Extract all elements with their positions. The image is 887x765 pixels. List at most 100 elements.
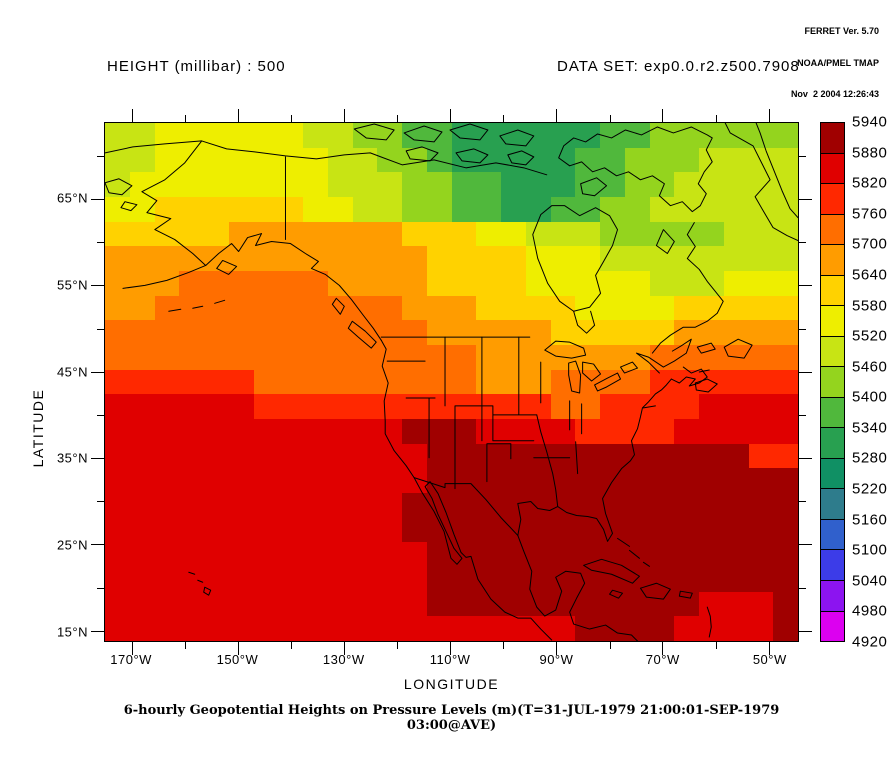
heat-cell	[773, 270, 798, 296]
tick-mark	[91, 285, 104, 287]
heat-cell	[550, 221, 576, 247]
heat-cell	[303, 418, 328, 444]
hudson-bay	[533, 206, 618, 312]
tick-mark	[91, 458, 104, 460]
anticosti-island	[697, 343, 715, 353]
heat-cell	[773, 320, 798, 345]
heat-cell	[204, 418, 229, 444]
heat-cell	[228, 542, 254, 567]
heat-cell	[228, 123, 254, 148]
heat-cell	[550, 468, 576, 493]
heat-cell	[575, 344, 600, 370]
heat-cell	[723, 468, 749, 493]
heat-cell	[105, 492, 130, 518]
heat-cell	[624, 468, 650, 493]
heat-cell	[179, 517, 204, 543]
tick-mark	[556, 109, 558, 122]
heat-cell	[377, 468, 402, 493]
heat-cell	[253, 270, 279, 296]
heat-cell	[129, 418, 155, 444]
heat-cell	[377, 591, 402, 617]
heat-cell	[204, 591, 229, 617]
heat-cell	[748, 591, 774, 617]
heat-cell	[649, 566, 675, 592]
heat-cell	[624, 221, 650, 247]
heat-cell	[451, 344, 477, 370]
heat-cell	[773, 591, 798, 617]
tick-mark	[91, 544, 104, 546]
heat-cell	[699, 369, 724, 395]
heat-cell	[550, 270, 576, 296]
heat-cell	[129, 517, 155, 543]
heat-cell	[773, 221, 798, 247]
heat-cell	[204, 616, 229, 641]
lake-ontario	[621, 362, 638, 373]
plot-caption: 6-hourly Geopotential Heights on Pressur…	[123, 703, 780, 733]
nova-scotia	[695, 379, 717, 392]
x-tick-label: 110°W	[429, 652, 471, 667]
heat-cell	[723, 591, 749, 617]
greenland-west-coast	[725, 123, 798, 241]
heat-cell	[105, 418, 130, 444]
heat-cell	[674, 394, 699, 419]
heat-cell	[278, 616, 303, 641]
heat-cell	[699, 418, 724, 444]
heat-cell	[723, 246, 749, 271]
heat-cell	[624, 616, 650, 641]
variable-title: HEIGHT (millibar) : 500	[107, 58, 286, 75]
heat-cell	[204, 394, 229, 419]
heat-cell	[303, 320, 328, 345]
hispaniola	[640, 583, 670, 599]
heat-cell	[303, 468, 328, 493]
heat-cell	[179, 492, 204, 518]
heat-cell	[377, 492, 402, 518]
heat-cell	[600, 196, 625, 222]
tick-mark	[344, 109, 346, 122]
heat-cell	[426, 418, 452, 444]
coastline-overlay	[105, 123, 798, 641]
heat-cell	[154, 616, 180, 641]
tick-mark	[132, 642, 134, 655]
heat-cell	[575, 443, 600, 469]
bahamas	[618, 538, 650, 566]
heat-cell	[377, 517, 402, 543]
heat-cell	[525, 616, 551, 641]
heat-cell	[501, 418, 526, 444]
heat-cell	[327, 123, 353, 148]
heat-cell	[105, 517, 130, 543]
heat-cell	[129, 246, 155, 271]
heat-cell	[501, 147, 526, 173]
heat-cell	[550, 616, 576, 641]
heat-cell	[773, 123, 798, 148]
heat-cell	[476, 468, 501, 493]
aleutian-islands	[169, 300, 225, 311]
heat-cell	[278, 591, 303, 617]
heat-cell	[204, 369, 229, 395]
colorbar-segment	[821, 396, 844, 428]
heat-cell	[204, 196, 229, 222]
heat-cell	[575, 221, 600, 247]
colorbar-segment	[821, 183, 844, 214]
heat-cell	[550, 566, 576, 592]
heat-cell	[129, 566, 155, 592]
heat-cell	[402, 517, 427, 543]
arctic-island-2	[404, 126, 442, 142]
heat-cell	[624, 123, 650, 148]
heat-cell	[426, 246, 452, 271]
heat-cell	[723, 443, 749, 469]
y-tick-label: 55°N	[56, 277, 88, 293]
haida-gwaii	[332, 298, 344, 314]
heat-cell	[624, 369, 650, 395]
heat-cell	[327, 616, 353, 641]
heat-cell	[501, 196, 526, 222]
x-tick-label: 130°W	[322, 652, 365, 667]
heat-cell	[278, 320, 303, 345]
heat-cell	[723, 196, 749, 222]
heat-cell	[773, 172, 798, 197]
heat-cell	[674, 123, 699, 148]
x-tick-label: 170°W	[110, 652, 152, 667]
heat-cell	[773, 295, 798, 321]
heat-cell	[129, 591, 155, 617]
heat-cell	[674, 517, 699, 543]
heat-cell	[624, 295, 650, 321]
